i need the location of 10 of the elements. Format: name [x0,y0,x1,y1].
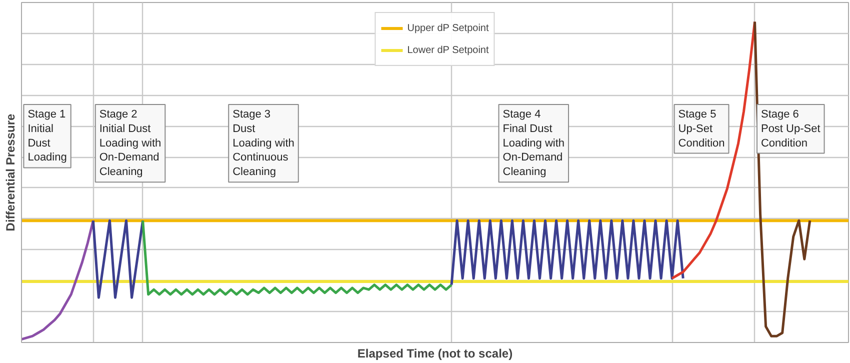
annotation: Stage 3 Dust Loading with Continuous Cleaning [232,108,294,178]
legend-label: Upper dP Setpoint [407,22,489,34]
x-axis-title: Elapsed Time (not to scale) [357,346,513,360]
annotation: Stage 4 Final Dust Loading with On-Demand Cleaning [502,108,565,178]
annotation: Stage 1 Initial Dust Loading [28,108,67,164]
y-axis-title: Differential Pressure [4,113,18,232]
annotation: Stage 6 Post Up-Set Condition [760,108,820,150]
legend-label: Lower dP Setpoint [407,44,489,56]
annotation: Stage 5 Up-Set Condition [678,108,725,150]
annotation: Stage 2 Initial Dust Loading with On-Demand Cleaning [99,108,162,178]
